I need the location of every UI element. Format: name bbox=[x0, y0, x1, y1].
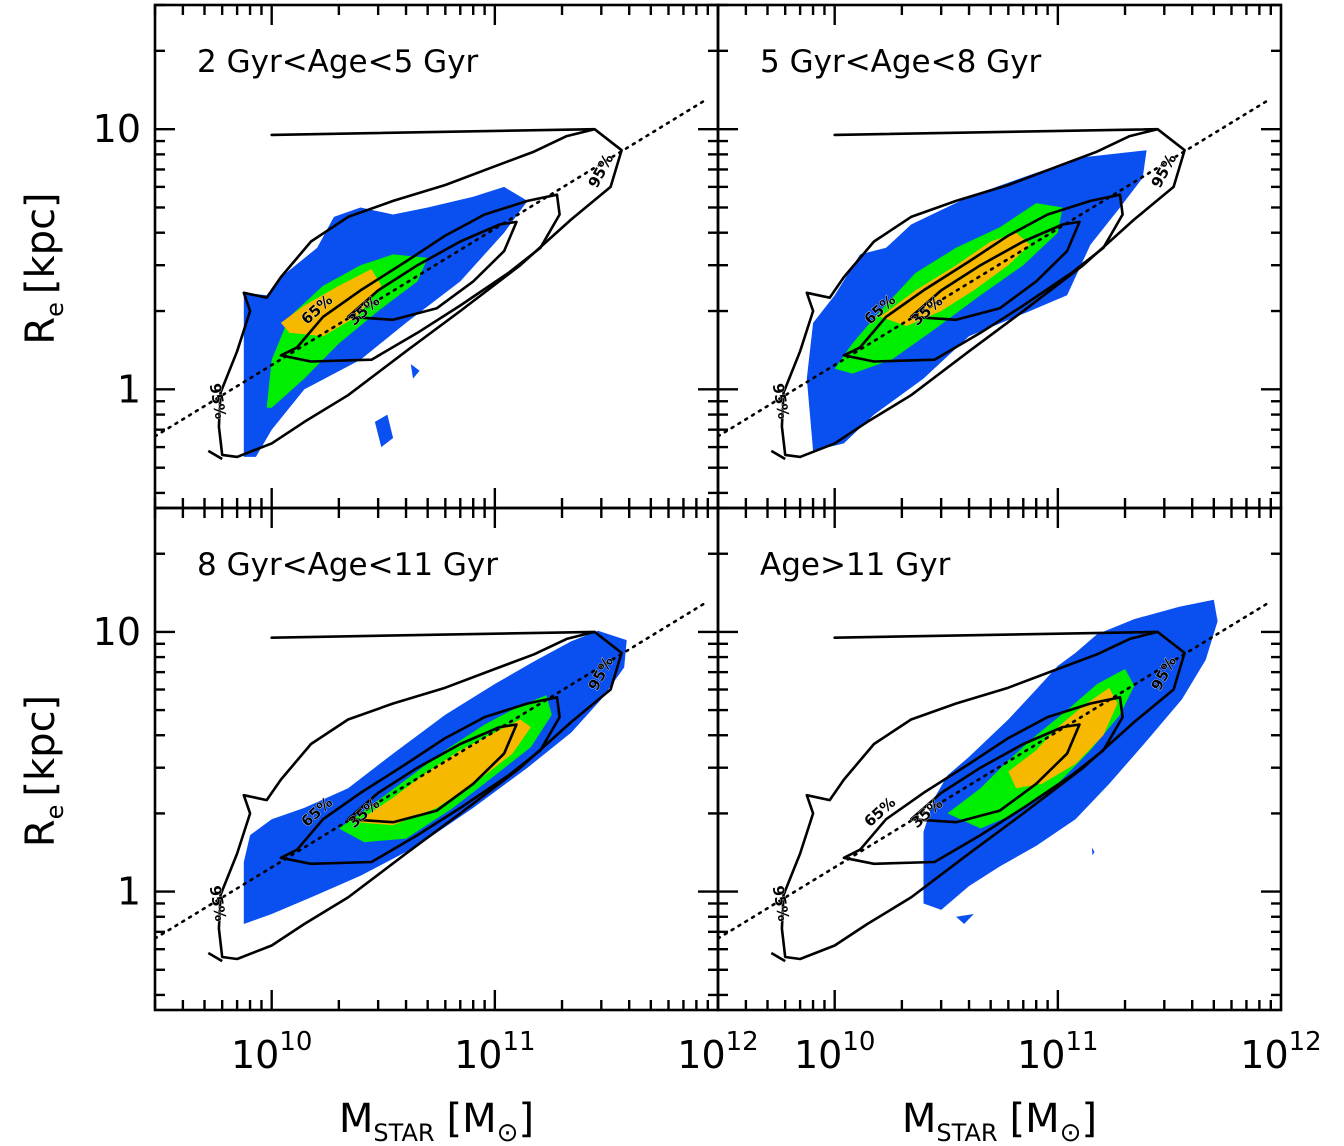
x-axis-label-unit-close: ] bbox=[518, 1096, 534, 1142]
fill-outer-island-2 bbox=[956, 914, 974, 924]
panel-3: 95%95%65% 35%8 Gyr<Age<11 Gyr110Re[kpc]10… bbox=[18, 506, 759, 1146]
y-tick-label: 1 bbox=[117, 870, 141, 914]
x-tick-label: 1012 bbox=[1240, 1027, 1321, 1077]
x-tick-label: 1011 bbox=[1017, 1027, 1098, 1077]
x-tick-exponent: 11 bbox=[502, 1027, 535, 1057]
y-axis-label-unit: [kpc] bbox=[18, 192, 64, 294]
y-axis-label-sub: e bbox=[41, 302, 69, 317]
panel-2: 95%95%65% 35%5 Gyr<Age<8 Gyr bbox=[716, 3, 1283, 510]
contour-95-fragment bbox=[770, 951, 786, 963]
x-tick-base: 10 bbox=[1240, 1033, 1288, 1077]
y-axis-label-main: R bbox=[18, 317, 64, 345]
fill-outer-island-1 bbox=[1091, 847, 1095, 856]
contour-label-95-left: 95% bbox=[769, 382, 793, 420]
fill-outer-island-1 bbox=[374, 414, 394, 448]
x-tick-base: 10 bbox=[677, 1033, 725, 1077]
x-tick-base: 10 bbox=[794, 1033, 842, 1077]
contour-35 bbox=[346, 723, 518, 824]
x-axis-label: MSTAR [M⊙] bbox=[339, 1096, 534, 1146]
fill-outer-island-3 bbox=[263, 336, 270, 344]
x-axis-label-main: M bbox=[339, 1096, 374, 1142]
x-tick-exponent: 10 bbox=[279, 1027, 312, 1057]
x-tick-base: 10 bbox=[1017, 1033, 1065, 1077]
contour-35 bbox=[909, 220, 1081, 322]
panel-label: 2 Gyr<Age<5 Gyr bbox=[197, 44, 479, 80]
panel-label: Age>11 Gyr bbox=[760, 547, 951, 583]
contour-35 bbox=[346, 220, 518, 322]
fill-inner bbox=[280, 269, 382, 337]
y-axis-label-sub: e bbox=[41, 805, 69, 820]
fill-outer-island-2 bbox=[410, 364, 420, 379]
x-axis-label: MSTAR [M⊙] bbox=[902, 1096, 1097, 1146]
x-axis-label-unit-sub: ⊙ bbox=[497, 1118, 519, 1146]
x-tick-label: 1012 bbox=[677, 1027, 758, 1077]
x-axis-label-unit-close: ] bbox=[1081, 1096, 1097, 1142]
x-tick-exponent: 12 bbox=[726, 1027, 759, 1057]
x-tick-label: 1010 bbox=[231, 1027, 312, 1077]
contour-95-fragment bbox=[207, 449, 223, 461]
x-tick-exponent: 10 bbox=[842, 1027, 875, 1057]
x-tick-base: 10 bbox=[454, 1033, 502, 1077]
contour-65 bbox=[842, 193, 1124, 363]
y-tick-label: 1 bbox=[117, 367, 141, 411]
x-tick-exponent: 11 bbox=[1065, 1027, 1098, 1057]
contour-65 bbox=[842, 696, 1124, 866]
x-axis-label-sub: STAR bbox=[936, 1119, 997, 1146]
contour-label-95-left: 95% bbox=[206, 884, 230, 922]
contour-65 bbox=[279, 696, 561, 866]
x-axis-label-unit-sub: ⊙ bbox=[1060, 1118, 1082, 1146]
panel-frame bbox=[716, 506, 1283, 1012]
contour-35 bbox=[909, 723, 1081, 824]
contour-65 bbox=[279, 193, 561, 363]
contour-95-fragment bbox=[207, 951, 223, 963]
fill-inner bbox=[880, 232, 1030, 327]
x-axis-label-sub: STAR bbox=[373, 1119, 434, 1146]
y-tick-label: 10 bbox=[93, 610, 141, 654]
y-tick-label: 10 bbox=[93, 107, 141, 151]
fill-middle bbox=[266, 254, 428, 408]
x-tick-label: 1010 bbox=[794, 1027, 875, 1077]
fill-inner bbox=[1008, 687, 1118, 789]
contour-label-95-left: 95% bbox=[769, 884, 793, 922]
fill-outer bbox=[243, 186, 528, 457]
y-axis-label: Re [kpc] bbox=[18, 695, 69, 847]
x-tick-base: 10 bbox=[231, 1033, 279, 1077]
y-axis-label-unit: [kpc] bbox=[18, 695, 64, 797]
x-tick-label: 1011 bbox=[454, 1027, 535, 1077]
x-axis-label-unit-open: [M bbox=[1010, 1096, 1060, 1142]
panel-label: 8 Gyr<Age<11 Gyr bbox=[197, 547, 498, 583]
x-axis-label-unit-open: [M bbox=[447, 1096, 497, 1142]
y-axis-label: Re [kpc] bbox=[18, 192, 69, 344]
contour-95-fragment bbox=[770, 449, 786, 461]
contour-label-95-left: 95% bbox=[206, 382, 230, 420]
x-tick-exponent: 12 bbox=[1289, 1027, 1322, 1057]
panel-label: 5 Gyr<Age<8 Gyr bbox=[760, 44, 1042, 80]
fill-inner bbox=[356, 719, 531, 826]
x-axis-label-main: M bbox=[902, 1096, 937, 1142]
y-axis-label-main: R bbox=[18, 819, 64, 847]
